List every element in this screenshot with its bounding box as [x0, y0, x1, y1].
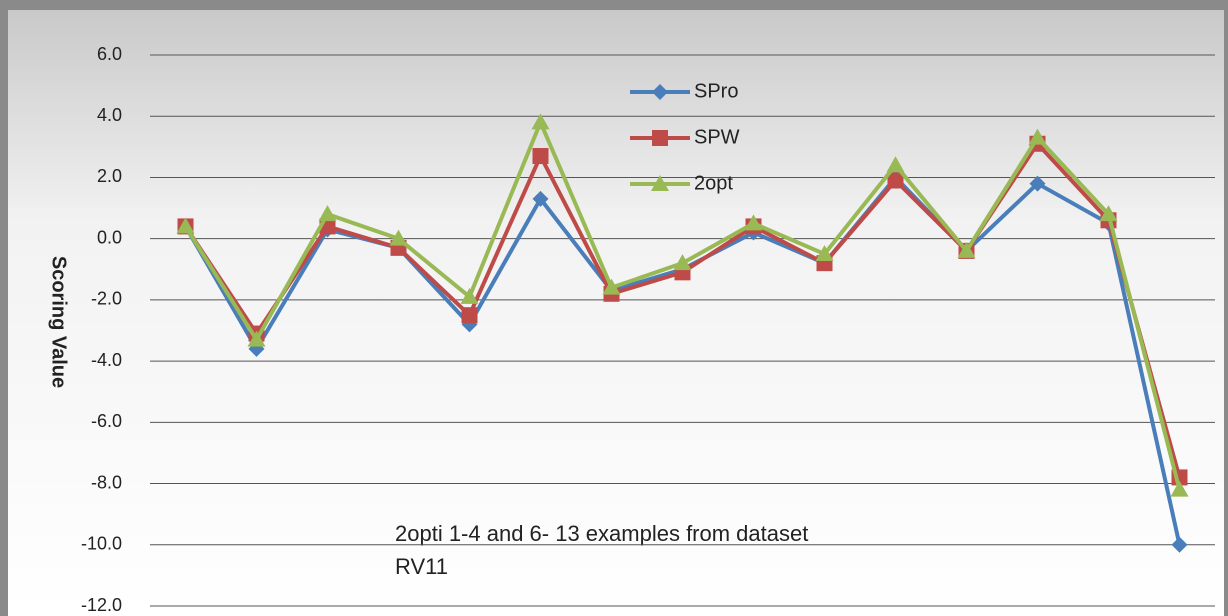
y-tick-label: 6.0 [97, 44, 122, 64]
marker [1170, 480, 1189, 497]
marker [651, 175, 669, 191]
marker [460, 287, 479, 304]
marker [886, 156, 905, 173]
marker [673, 254, 692, 271]
y-tick-label: -8.0 [91, 472, 122, 492]
marker [389, 229, 408, 246]
legend-label: SPro [694, 80, 738, 102]
annotation: RV11 [395, 554, 448, 579]
marker [1099, 205, 1118, 222]
y-axis-title: Scoring Value [48, 256, 70, 388]
marker [744, 214, 763, 231]
marker [1029, 175, 1046, 192]
marker [531, 113, 550, 130]
marker [532, 148, 549, 165]
y-tick-label: -12.0 [81, 595, 122, 615]
marker [652, 130, 668, 146]
marker [1028, 128, 1047, 145]
y-tick-label: 4.0 [97, 105, 122, 125]
marker [602, 278, 621, 295]
marker [247, 330, 266, 347]
y-tick-label: -2.0 [91, 289, 122, 309]
legend-label: SPW [694, 126, 740, 148]
y-tick-label: -4.0 [91, 350, 122, 370]
y-tick-label: -10.0 [81, 534, 122, 554]
marker [887, 172, 904, 189]
marker [815, 244, 834, 261]
annotation: 2opti 1-4 and 6- 13 examples from datase… [395, 521, 808, 546]
chart-area [8, 10, 1224, 616]
marker [957, 241, 976, 258]
legend-label: 2opt [694, 172, 733, 194]
marker [176, 217, 195, 234]
y-tick-label: 2.0 [97, 166, 122, 186]
marker [1171, 536, 1188, 553]
y-tick-label: 0.0 [97, 227, 122, 247]
marker [532, 190, 549, 207]
y-tick-label: -6.0 [91, 411, 122, 431]
marker [652, 84, 668, 100]
marker [461, 307, 478, 324]
marker [318, 205, 337, 222]
